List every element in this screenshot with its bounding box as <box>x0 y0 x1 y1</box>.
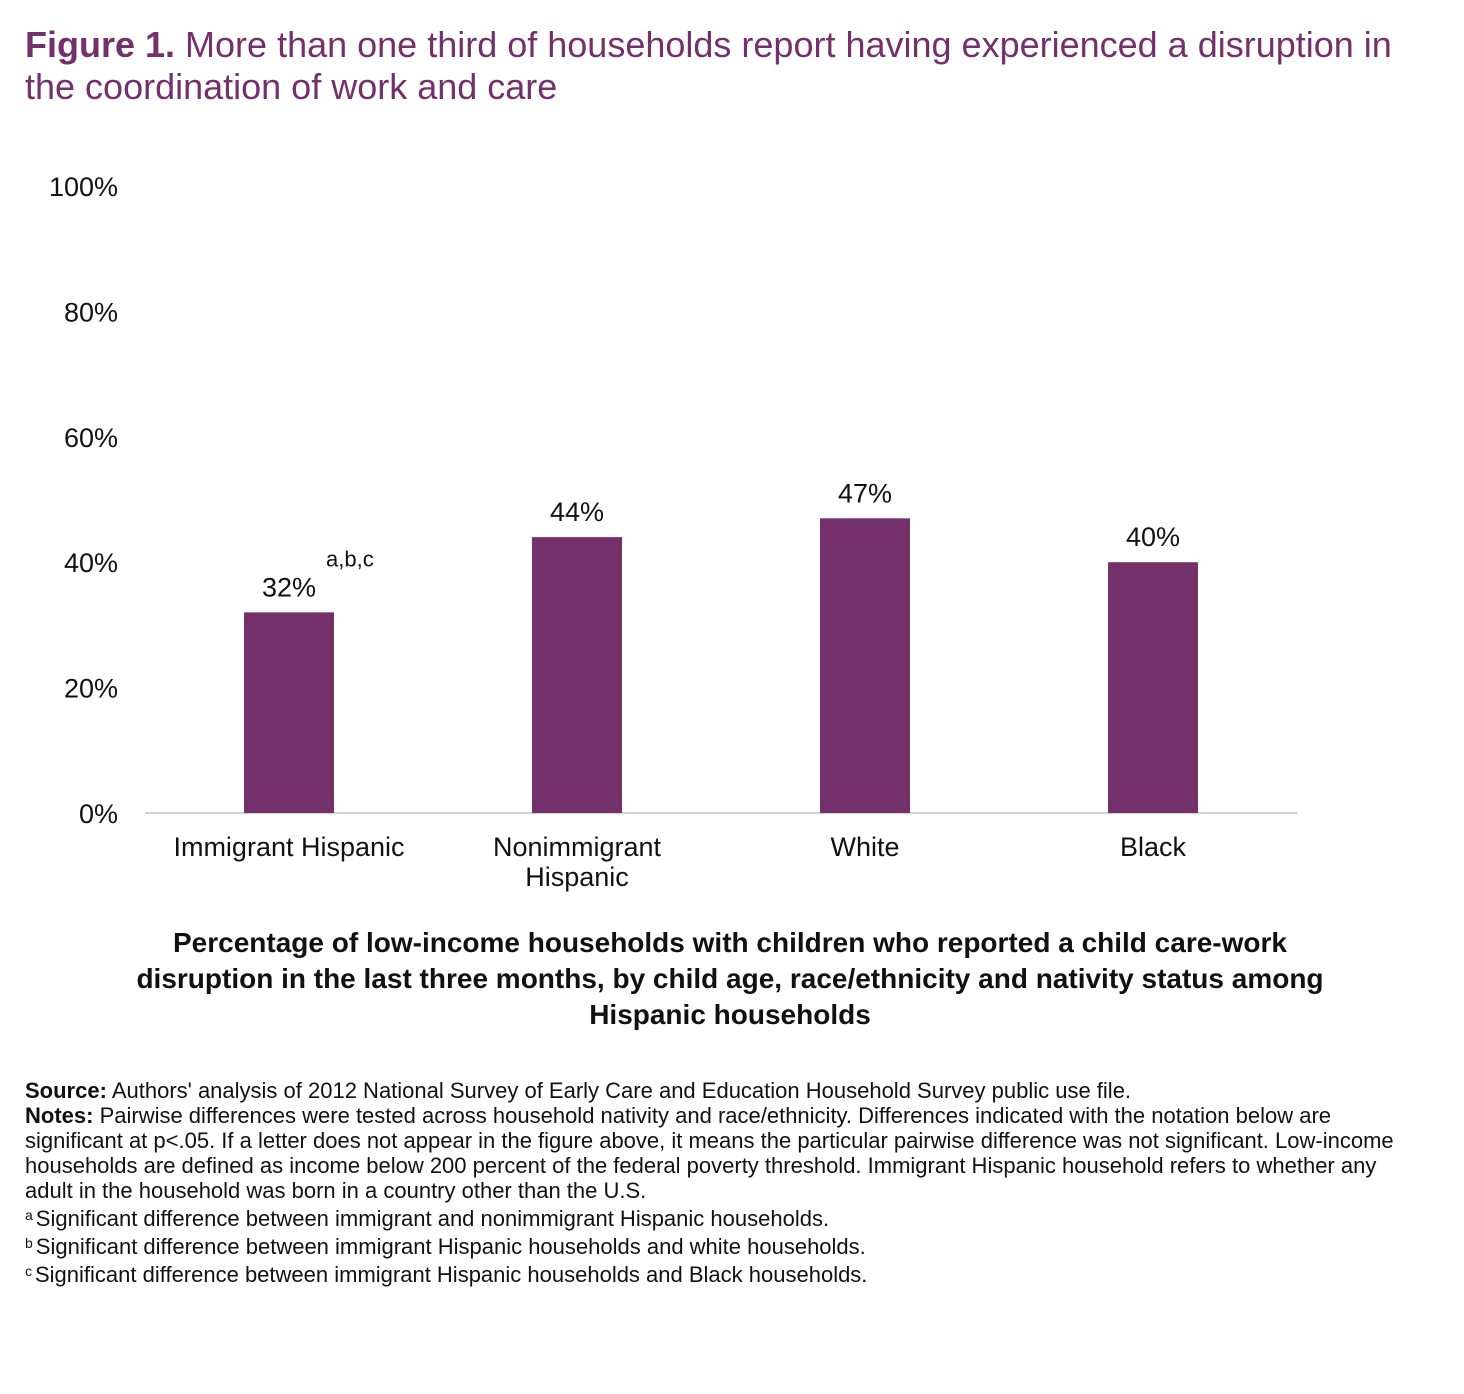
data-label: 47% <box>838 478 892 508</box>
footnote-c: c Significant difference between immigran… <box>25 1259 1425 1287</box>
y-tick-label: 40% <box>64 548 118 578</box>
figure-title: Figure 1. More than one third of househo… <box>25 24 1445 108</box>
figure-label: Figure 1. <box>25 24 176 65</box>
data-label: 40% <box>1126 522 1180 552</box>
chart-caption: Percentage of low-income households with… <box>136 927 1324 1030</box>
y-tick-label: 0% <box>79 799 118 829</box>
x-tick-label: White <box>830 832 900 862</box>
footnote-mark: c <box>25 1263 32 1279</box>
data-label: 32% <box>262 572 316 602</box>
y-tick-label: 80% <box>64 297 118 327</box>
footnote-text: Significant difference between immigrant… <box>35 1262 868 1287</box>
bar-immigrant-hispanic <box>244 612 334 813</box>
footnote-a: a Significant difference between immigran… <box>25 1203 1425 1231</box>
source-note: Source: Authors' analysis of 2012 Nation… <box>25 1078 1425 1103</box>
significance-annotation: a,b,c <box>326 546 374 571</box>
notes-label: Notes: <box>25 1103 94 1128</box>
source-label: Source: <box>25 1078 107 1103</box>
bar-chart: 0% 20% 40% 60% 80% 100% 32% 44% 47% 40% a,b,c <box>49 172 1297 829</box>
bar-black <box>1108 562 1198 813</box>
x-tick-label: Nonimmigrant Hispanic <box>492 832 662 892</box>
x-tick-label: Immigrant Hispanic <box>173 832 405 862</box>
data-label: 44% <box>550 497 604 527</box>
bar-nonimmigrant-hispanic <box>532 537 622 813</box>
footnote-mark: b <box>25 1235 33 1251</box>
notes-paragraph: Notes: Pairwise differences were tested … <box>25 1103 1425 1203</box>
source-text: Authors' analysis of 2012 National Surve… <box>106 1078 1132 1103</box>
notes-text: Pairwise differences were tested across … <box>25 1103 1394 1203</box>
bar-white <box>820 518 910 813</box>
footnote-mark: a <box>25 1207 33 1223</box>
y-tick-label: 100% <box>49 172 118 202</box>
figure-title-text: More than one third of households report… <box>25 24 1392 107</box>
footnote-text: Significant difference between immigrant… <box>35 1234 866 1259</box>
notes-section: Source: Authors' analysis of 2012 Nation… <box>25 1078 1425 1287</box>
footnote-text: Significant difference between immigrant… <box>35 1206 830 1231</box>
x-tick-label: Black <box>1119 832 1187 862</box>
y-tick-label: 60% <box>64 423 118 453</box>
y-tick-label: 20% <box>64 674 118 704</box>
footnote-b: b Significant difference between immigran… <box>25 1231 1425 1259</box>
